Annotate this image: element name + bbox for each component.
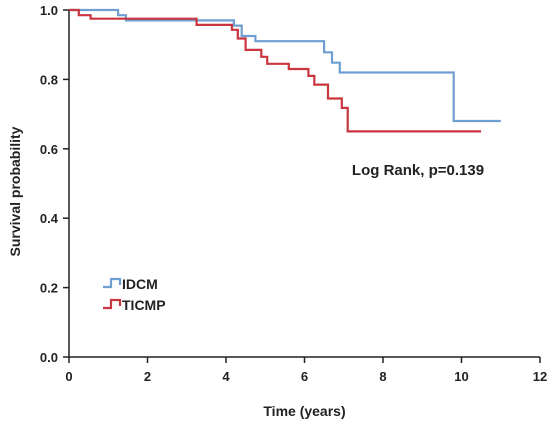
legend-swatch-idcm [103, 277, 122, 289]
legend-swatch-ticmp [103, 298, 122, 310]
x-ticks: 0 2 4 6 8 10 12 [65, 357, 547, 384]
x-tick-label-2: 4 [222, 369, 230, 384]
y-tick-label-4: 0.8 [40, 72, 58, 87]
log-rank-annotation: Log Rank, p=0.139 [352, 162, 484, 179]
y-tick-label-3: 0.6 [40, 142, 58, 157]
legend: IDCM TICMP [103, 276, 166, 313]
x-tick-label-6: 12 [533, 369, 547, 384]
y-tick-label-2: 0.4 [40, 211, 59, 226]
series-line-ticmp [69, 8, 482, 133]
legend-label-ticmp: TICMP [122, 297, 166, 313]
x-axis-title: Time (years) [263, 403, 345, 419]
x-tick-label-0: 0 [65, 369, 72, 384]
x-tick-label-1: 2 [144, 369, 151, 384]
x-tick-label-3: 6 [301, 369, 308, 384]
x-tick-label-5: 10 [454, 369, 468, 384]
series-line-idcm [69, 8, 501, 123]
y-axis-title: Survival probability [7, 126, 23, 256]
y-tick-label-1: 0.2 [40, 281, 58, 296]
legend-label-idcm: IDCM [122, 276, 158, 292]
y-ticks: 0.0 0.2 0.4 0.6 0.8 1.0 [40, 3, 69, 365]
y-tick-label-5: 1.0 [40, 3, 58, 18]
series-layer [69, 8, 501, 133]
y-tick-label-0: 0.0 [40, 350, 58, 365]
x-tick-label-4: 8 [379, 369, 386, 384]
